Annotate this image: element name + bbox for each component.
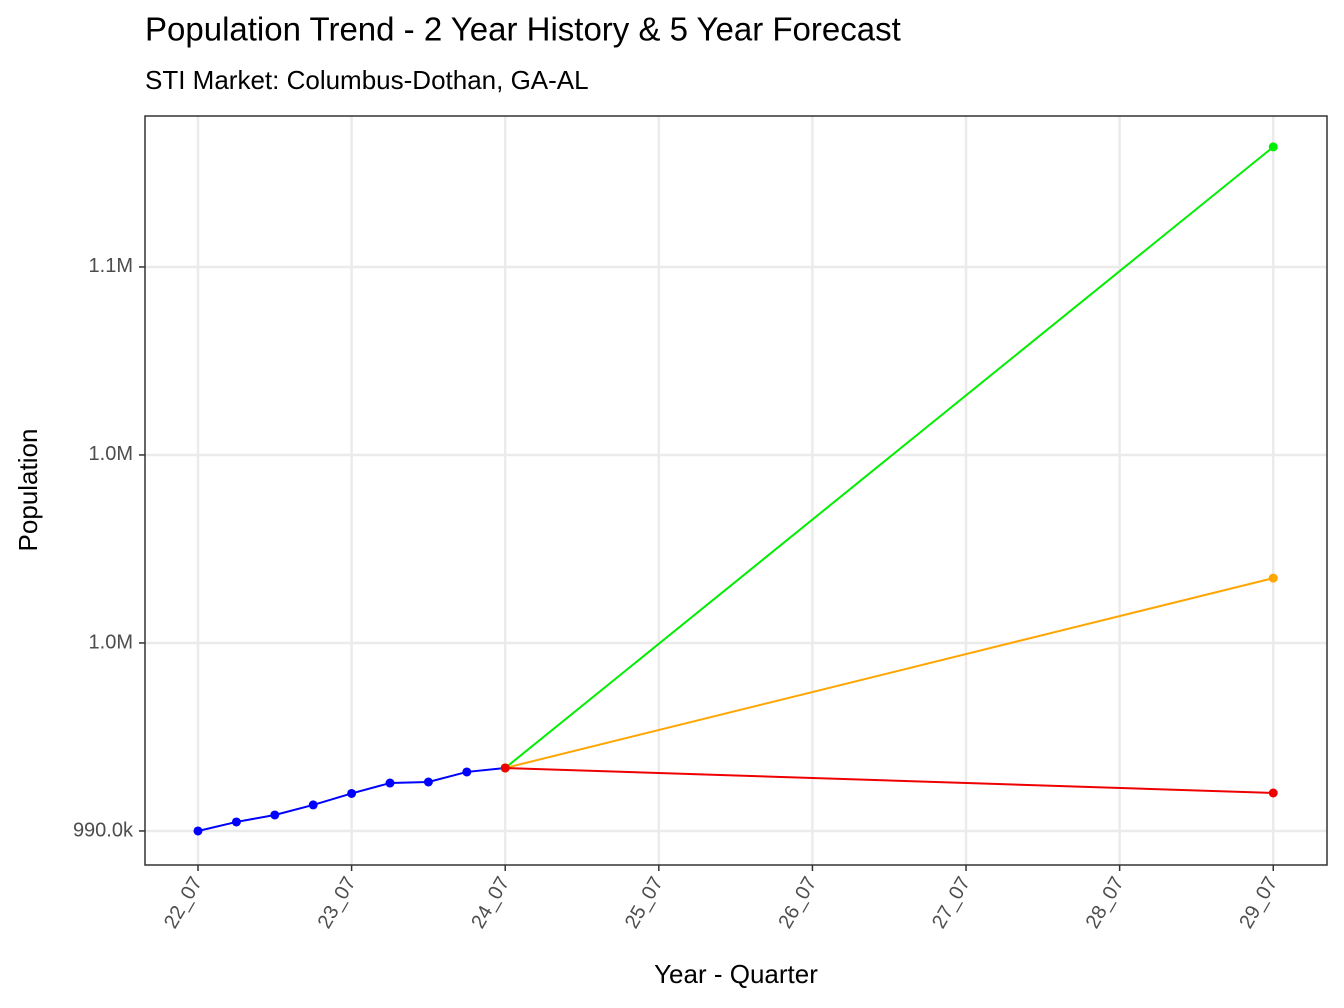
- x-tick-label: 22_07: [160, 873, 207, 932]
- y-tick-label: 990.0k: [73, 819, 134, 841]
- data-point: [231, 817, 241, 827]
- y-tick-label: 1.0M: [89, 631, 133, 653]
- chart-subtitle: STI Market: Columbus-Dothan, GA-AL: [145, 65, 589, 95]
- x-tick-label: 23_07: [314, 873, 361, 932]
- y-tick-label: 1.0M: [89, 443, 133, 465]
- x-tick-label: 29_07: [1235, 873, 1282, 932]
- data-point: [385, 778, 395, 788]
- series-line: [505, 766, 1274, 794]
- plot-border: [144, 115, 1328, 866]
- series-line: [504, 577, 1274, 769]
- x-tick-label: 28_07: [1082, 873, 1129, 932]
- chart-title: Population Trend - 2 Year History & 5 Ye…: [145, 11, 901, 48]
- x-tick-label: 24_07: [467, 873, 514, 932]
- x-tick-label: 27_07: [928, 873, 975, 932]
- data-point: [347, 788, 357, 798]
- y-tick-label: 1.1M: [89, 255, 133, 277]
- data-point: [1268, 142, 1278, 152]
- x-tick-label: 26_07: [774, 873, 821, 932]
- data-point: [1268, 788, 1278, 798]
- data-point: [270, 810, 280, 820]
- data-point: [1268, 573, 1278, 583]
- data-point: [193, 826, 203, 836]
- x-axis-label: Year - Quarter: [654, 959, 818, 989]
- x-tick-label: 25_07: [621, 873, 668, 932]
- y-axis-label: Population: [13, 429, 43, 552]
- data-point: [308, 800, 318, 810]
- series-line: [504, 146, 1274, 769]
- plot-background: [145, 116, 1327, 865]
- data-point: [500, 763, 510, 773]
- data-point: [423, 777, 433, 787]
- data-point: [462, 767, 472, 777]
